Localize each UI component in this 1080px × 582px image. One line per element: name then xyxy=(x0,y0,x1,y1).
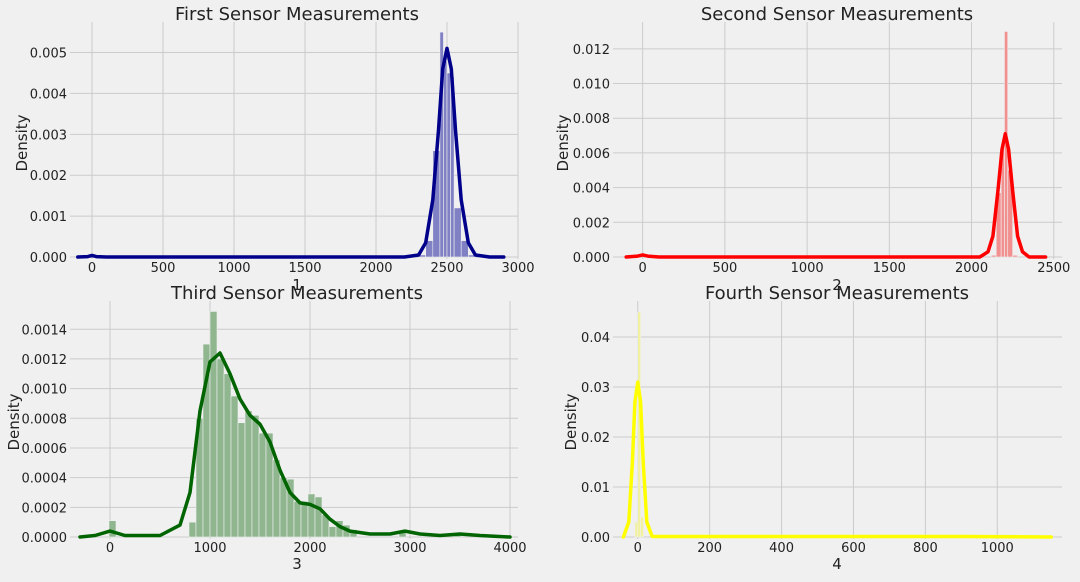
x-tick-label: 0 xyxy=(639,261,647,276)
histogram-bar xyxy=(258,432,267,538)
y-tick-label: 0.000 xyxy=(30,251,67,266)
subplot-third-sensor: 0 1000 2000 3000 4000 0.0000 0.0002 0.0004 0.000… xyxy=(5,283,527,573)
y-axis-label: Density xyxy=(554,114,572,171)
histogram-bar xyxy=(307,493,316,538)
histogram-bar xyxy=(251,415,260,538)
histogram-bar xyxy=(446,72,451,258)
y-tick-label: 0.0014 xyxy=(22,323,68,338)
kde-curve xyxy=(78,351,512,539)
y-tick-label: 0.001 xyxy=(30,210,67,225)
y-tick-label: 0.005 xyxy=(30,47,67,62)
histogram-bar xyxy=(453,207,462,258)
x-tick-label: 1000 xyxy=(217,261,250,276)
histogram-bar xyxy=(216,358,225,538)
subplot-second-sensor: 0 500 1000 1500 2000 2500 0.000 0.002 0.004 0.006… xyxy=(554,4,1070,294)
histogram-bar xyxy=(230,395,239,538)
kde-curve xyxy=(76,46,506,259)
chart-title: Third Sensor Measurements xyxy=(170,283,423,304)
x-tick-label: 1000 xyxy=(193,541,226,556)
kde-curve xyxy=(621,380,1053,539)
y-tick-label: 0.008 xyxy=(573,112,610,127)
x-tick-label: 0 xyxy=(634,541,642,556)
y-tick-label: 0.0004 xyxy=(22,472,68,487)
x-tick-label: 2000 xyxy=(955,261,988,276)
x-tick-label: 3000 xyxy=(393,541,426,556)
y-tick-label: 0.03 xyxy=(581,381,610,396)
x-axis-label: 1 xyxy=(292,276,302,294)
y-tick-label: 0.0008 xyxy=(22,412,68,427)
y-tick-label: 0.02 xyxy=(581,431,610,446)
histogram-bar xyxy=(293,501,302,538)
x-tick-label: 1500 xyxy=(873,261,906,276)
histogram-bar xyxy=(460,240,469,258)
x-tick-label: 1000 xyxy=(791,261,824,276)
y-tick-label: 0.0002 xyxy=(22,501,68,516)
histogram-bar xyxy=(300,501,309,538)
x-tick-label: 200 xyxy=(697,541,722,556)
x-tick-label: 4000 xyxy=(493,541,526,556)
y-tick-label: 0.002 xyxy=(573,216,610,231)
x-tick-label: 0 xyxy=(88,261,96,276)
y-tick-label: 0.0010 xyxy=(22,383,68,398)
histogram-bar xyxy=(634,521,639,538)
chart-title: First Sensor Measurements xyxy=(175,4,419,25)
histogram-bar xyxy=(443,60,448,258)
chart-title: Fourth Sensor Measurements xyxy=(705,283,969,304)
y-tick-label: 0.002 xyxy=(30,169,67,184)
y-tick-label: 0.000 xyxy=(573,251,610,266)
kde-curve xyxy=(624,132,1048,259)
x-tick-label: 3000 xyxy=(501,261,534,276)
x-tick-label: 500 xyxy=(712,261,737,276)
subplot-first-sensor: 0 500 1000 1500 2000 2500 3000 0.000 0.001 0.002 0… xyxy=(13,4,535,294)
y-tick-label: 0.012 xyxy=(573,43,610,58)
histogram-bar xyxy=(188,521,197,538)
x-tick-label: 1000 xyxy=(981,541,1014,556)
y-tick-label: 0.010 xyxy=(573,78,610,93)
histogram-bar xyxy=(990,254,997,258)
y-axis-label: Density xyxy=(562,393,580,450)
y-tick-label: 0.0012 xyxy=(22,353,68,368)
x-tick-label: 2500 xyxy=(1037,261,1070,276)
histogram-bar xyxy=(237,422,246,538)
x-axis-label: 3 xyxy=(292,555,302,573)
x-tick-label: 2000 xyxy=(359,261,392,276)
histogram-bar xyxy=(314,496,323,538)
x-tick-label: 2000 xyxy=(293,541,326,556)
x-axis-label: 4 xyxy=(832,555,842,573)
x-tick-label: 800 xyxy=(913,541,938,556)
y-tick-label: 0.01 xyxy=(581,481,610,496)
y-tick-label: 0.006 xyxy=(573,147,610,162)
y-axis-label: Density xyxy=(13,114,31,171)
x-axis-label: 2 xyxy=(832,276,842,294)
x-tick-label: 600 xyxy=(841,541,866,556)
y-tick-label: 0.00 xyxy=(581,531,610,546)
x-tick-label: 1500 xyxy=(288,261,321,276)
x-tick-label: 2500 xyxy=(430,261,463,276)
histogram-bar xyxy=(223,373,232,538)
subplot-fourth-sensor: 0 200 400 600 800 1000 0.00 0.01 0.02 0.03 0.04 Fo… xyxy=(562,283,1062,573)
y-tick-label: 0.004 xyxy=(573,182,610,197)
y-tick-label: 0.0006 xyxy=(22,442,68,457)
y-tick-label: 0.003 xyxy=(30,128,67,143)
histogram-bar xyxy=(1012,254,1018,258)
y-axis-label: Density xyxy=(5,393,23,450)
y-tick-label: 0.04 xyxy=(581,331,610,346)
chart-title: Second Sensor Measurements xyxy=(701,4,973,25)
histogram-bar xyxy=(640,516,644,538)
histogram-bar xyxy=(244,410,253,538)
y-tick-label: 0.0000 xyxy=(22,531,68,546)
histogram-bar xyxy=(108,520,117,538)
y-tick-label: 0.004 xyxy=(30,87,67,102)
histogram-bar xyxy=(328,526,337,538)
x-tick-label: 0 xyxy=(106,541,114,556)
x-tick-label: 400 xyxy=(769,541,794,556)
histogram-bar xyxy=(209,311,218,538)
x-tick-label: 500 xyxy=(151,261,176,276)
